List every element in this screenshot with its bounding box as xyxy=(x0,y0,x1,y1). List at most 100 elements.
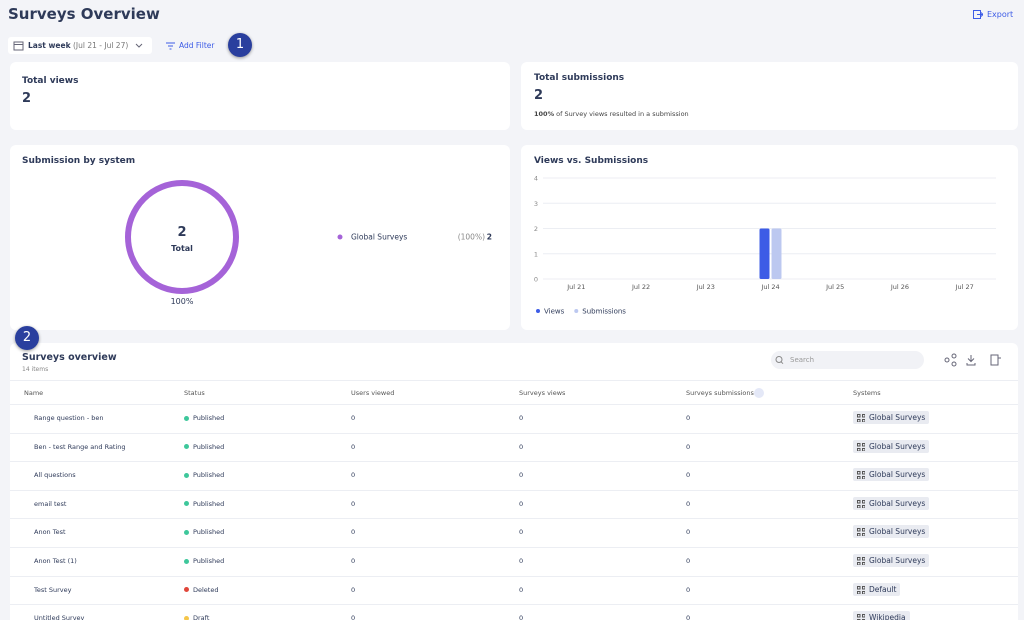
icon-cell xyxy=(862,447,866,452)
cell-value: 0 xyxy=(519,499,524,508)
x-tick-label: Jul 25 xyxy=(825,283,844,291)
card-note: 100% of Survey views resulted in a submi… xyxy=(534,110,689,118)
legend-percent: (100%) xyxy=(458,233,485,242)
survey-name: Anon Test xyxy=(34,528,66,537)
card-title: Views vs. Submissions xyxy=(534,156,649,166)
export-button[interactable]: Export xyxy=(973,10,1013,19)
grid-icon xyxy=(857,414,866,423)
survey-name: Range question - ben xyxy=(34,414,104,422)
legend-label: Views xyxy=(544,308,565,316)
status-dot xyxy=(184,558,189,564)
table-row: All questions Published 0 0 0 Global Surveys xyxy=(10,461,1018,491)
status-dot xyxy=(184,587,189,593)
system-icon xyxy=(857,414,866,423)
cell-value: 0 xyxy=(351,471,356,480)
system-label: Global Surveys xyxy=(869,470,926,480)
column-header: Systems xyxy=(853,389,881,397)
status: Published xyxy=(184,471,224,479)
card-value: 2 xyxy=(534,88,544,103)
table-row: Ben - test Range and Rating Published 0 0 0 G… xyxy=(10,433,1018,463)
icon-cell xyxy=(862,504,866,509)
legend-value: 2 xyxy=(487,233,492,242)
system-label: Global Surveys xyxy=(869,441,926,451)
survey-name: Anon Test (1) xyxy=(34,557,77,565)
system-chip: Default xyxy=(853,582,901,596)
icon-cell xyxy=(857,447,861,452)
date-detail: (Jul 21 - Jul 27) xyxy=(72,41,129,50)
status-dot xyxy=(184,501,189,507)
survey-name: Test Survey xyxy=(34,585,72,594)
note-strong: 100% xyxy=(534,110,555,118)
survey-name: All questions xyxy=(34,471,76,480)
cell-value: 0 xyxy=(351,442,356,451)
cell-value: 0 xyxy=(686,585,691,594)
cell-value: 0 xyxy=(351,528,356,537)
x-tick-label: Jul 21 xyxy=(566,283,585,291)
system-chip: Global Surveys xyxy=(853,525,930,539)
legend-dot xyxy=(536,309,540,313)
search-box[interactable]: Search xyxy=(771,351,924,369)
status: Published xyxy=(184,500,224,508)
sort-icon xyxy=(754,388,764,398)
add-filter[interactable]: Add Filter xyxy=(166,41,214,50)
x-tick-label: Jul 24 xyxy=(760,283,779,291)
cell-value: 0 xyxy=(519,614,524,620)
system-chip: Global Surveys xyxy=(853,496,930,510)
system-label: Global Surveys xyxy=(869,498,926,508)
date-filter[interactable]: Last week (Jul 21 - Jul 27) xyxy=(8,37,152,54)
survey-name: Untitled Survey xyxy=(34,614,85,620)
table-actions[interactable] xyxy=(944,353,1010,367)
status-label: Draft xyxy=(193,614,210,620)
system-icon xyxy=(857,442,866,452)
icon-cell xyxy=(857,557,861,561)
system-icon xyxy=(857,528,866,537)
y-tick-label: 4 xyxy=(534,175,538,183)
total-submissions-card: Total submissions 2 100% of Survey views… xyxy=(521,62,1018,130)
system-label: Default xyxy=(869,584,897,594)
system-chip: Wikipedia xyxy=(853,611,910,620)
cell-value: 0 xyxy=(686,614,691,620)
icon-cell xyxy=(862,557,866,561)
date-range: Last week xyxy=(28,41,71,50)
icon-cell xyxy=(857,442,861,447)
bar xyxy=(771,228,782,279)
column-header: Status xyxy=(184,389,205,397)
system-label: Wikipedia xyxy=(869,613,906,620)
system-chip: Global Surveys xyxy=(853,411,930,424)
status-dot xyxy=(184,472,189,478)
note-text: of Survey views resulted in a submission xyxy=(556,110,689,118)
table-header: Name Status Users viewed Surveys views Surve… xyxy=(10,380,1018,405)
column-header: Surveys views xyxy=(519,389,566,397)
donut-card: Submission by system Global Surveys (100%… xyxy=(10,145,510,330)
icon-cell xyxy=(862,533,866,537)
status-label: Published xyxy=(193,442,225,451)
grid-icon xyxy=(857,614,866,620)
chevron-icon xyxy=(135,43,143,48)
cell-value: 0 xyxy=(351,557,356,565)
cell-value: 0 xyxy=(351,614,356,620)
x-tick-label: Jul 27 xyxy=(955,283,974,291)
page-title: Surveys Overview xyxy=(8,5,160,23)
table-row: email test Published 0 0 0 Global Surveys xyxy=(10,490,1018,520)
icon-cell xyxy=(857,476,861,480)
x-tick-label: Jul 26 xyxy=(890,283,909,291)
status-dot xyxy=(184,615,189,620)
cell-value: 0 xyxy=(686,471,691,480)
table-row: Anon Test Published 0 0 0 Global Surveys xyxy=(10,518,1018,548)
status-dot xyxy=(184,415,189,421)
icon-cell xyxy=(857,528,861,532)
status-label: Published xyxy=(193,414,225,422)
status-label: Published xyxy=(193,557,225,565)
icon-cell xyxy=(862,476,866,480)
cell-value: 0 xyxy=(686,528,691,537)
system-label: Global Surveys xyxy=(869,413,926,422)
divider xyxy=(10,380,1018,381)
table-title: Surveys overview xyxy=(22,352,117,363)
status: Published xyxy=(184,443,224,451)
system-icon xyxy=(857,471,866,480)
calendar-icon xyxy=(13,41,24,50)
system-icon xyxy=(857,557,866,566)
cell-value: 0 xyxy=(686,557,691,565)
icon-cell xyxy=(857,414,861,418)
